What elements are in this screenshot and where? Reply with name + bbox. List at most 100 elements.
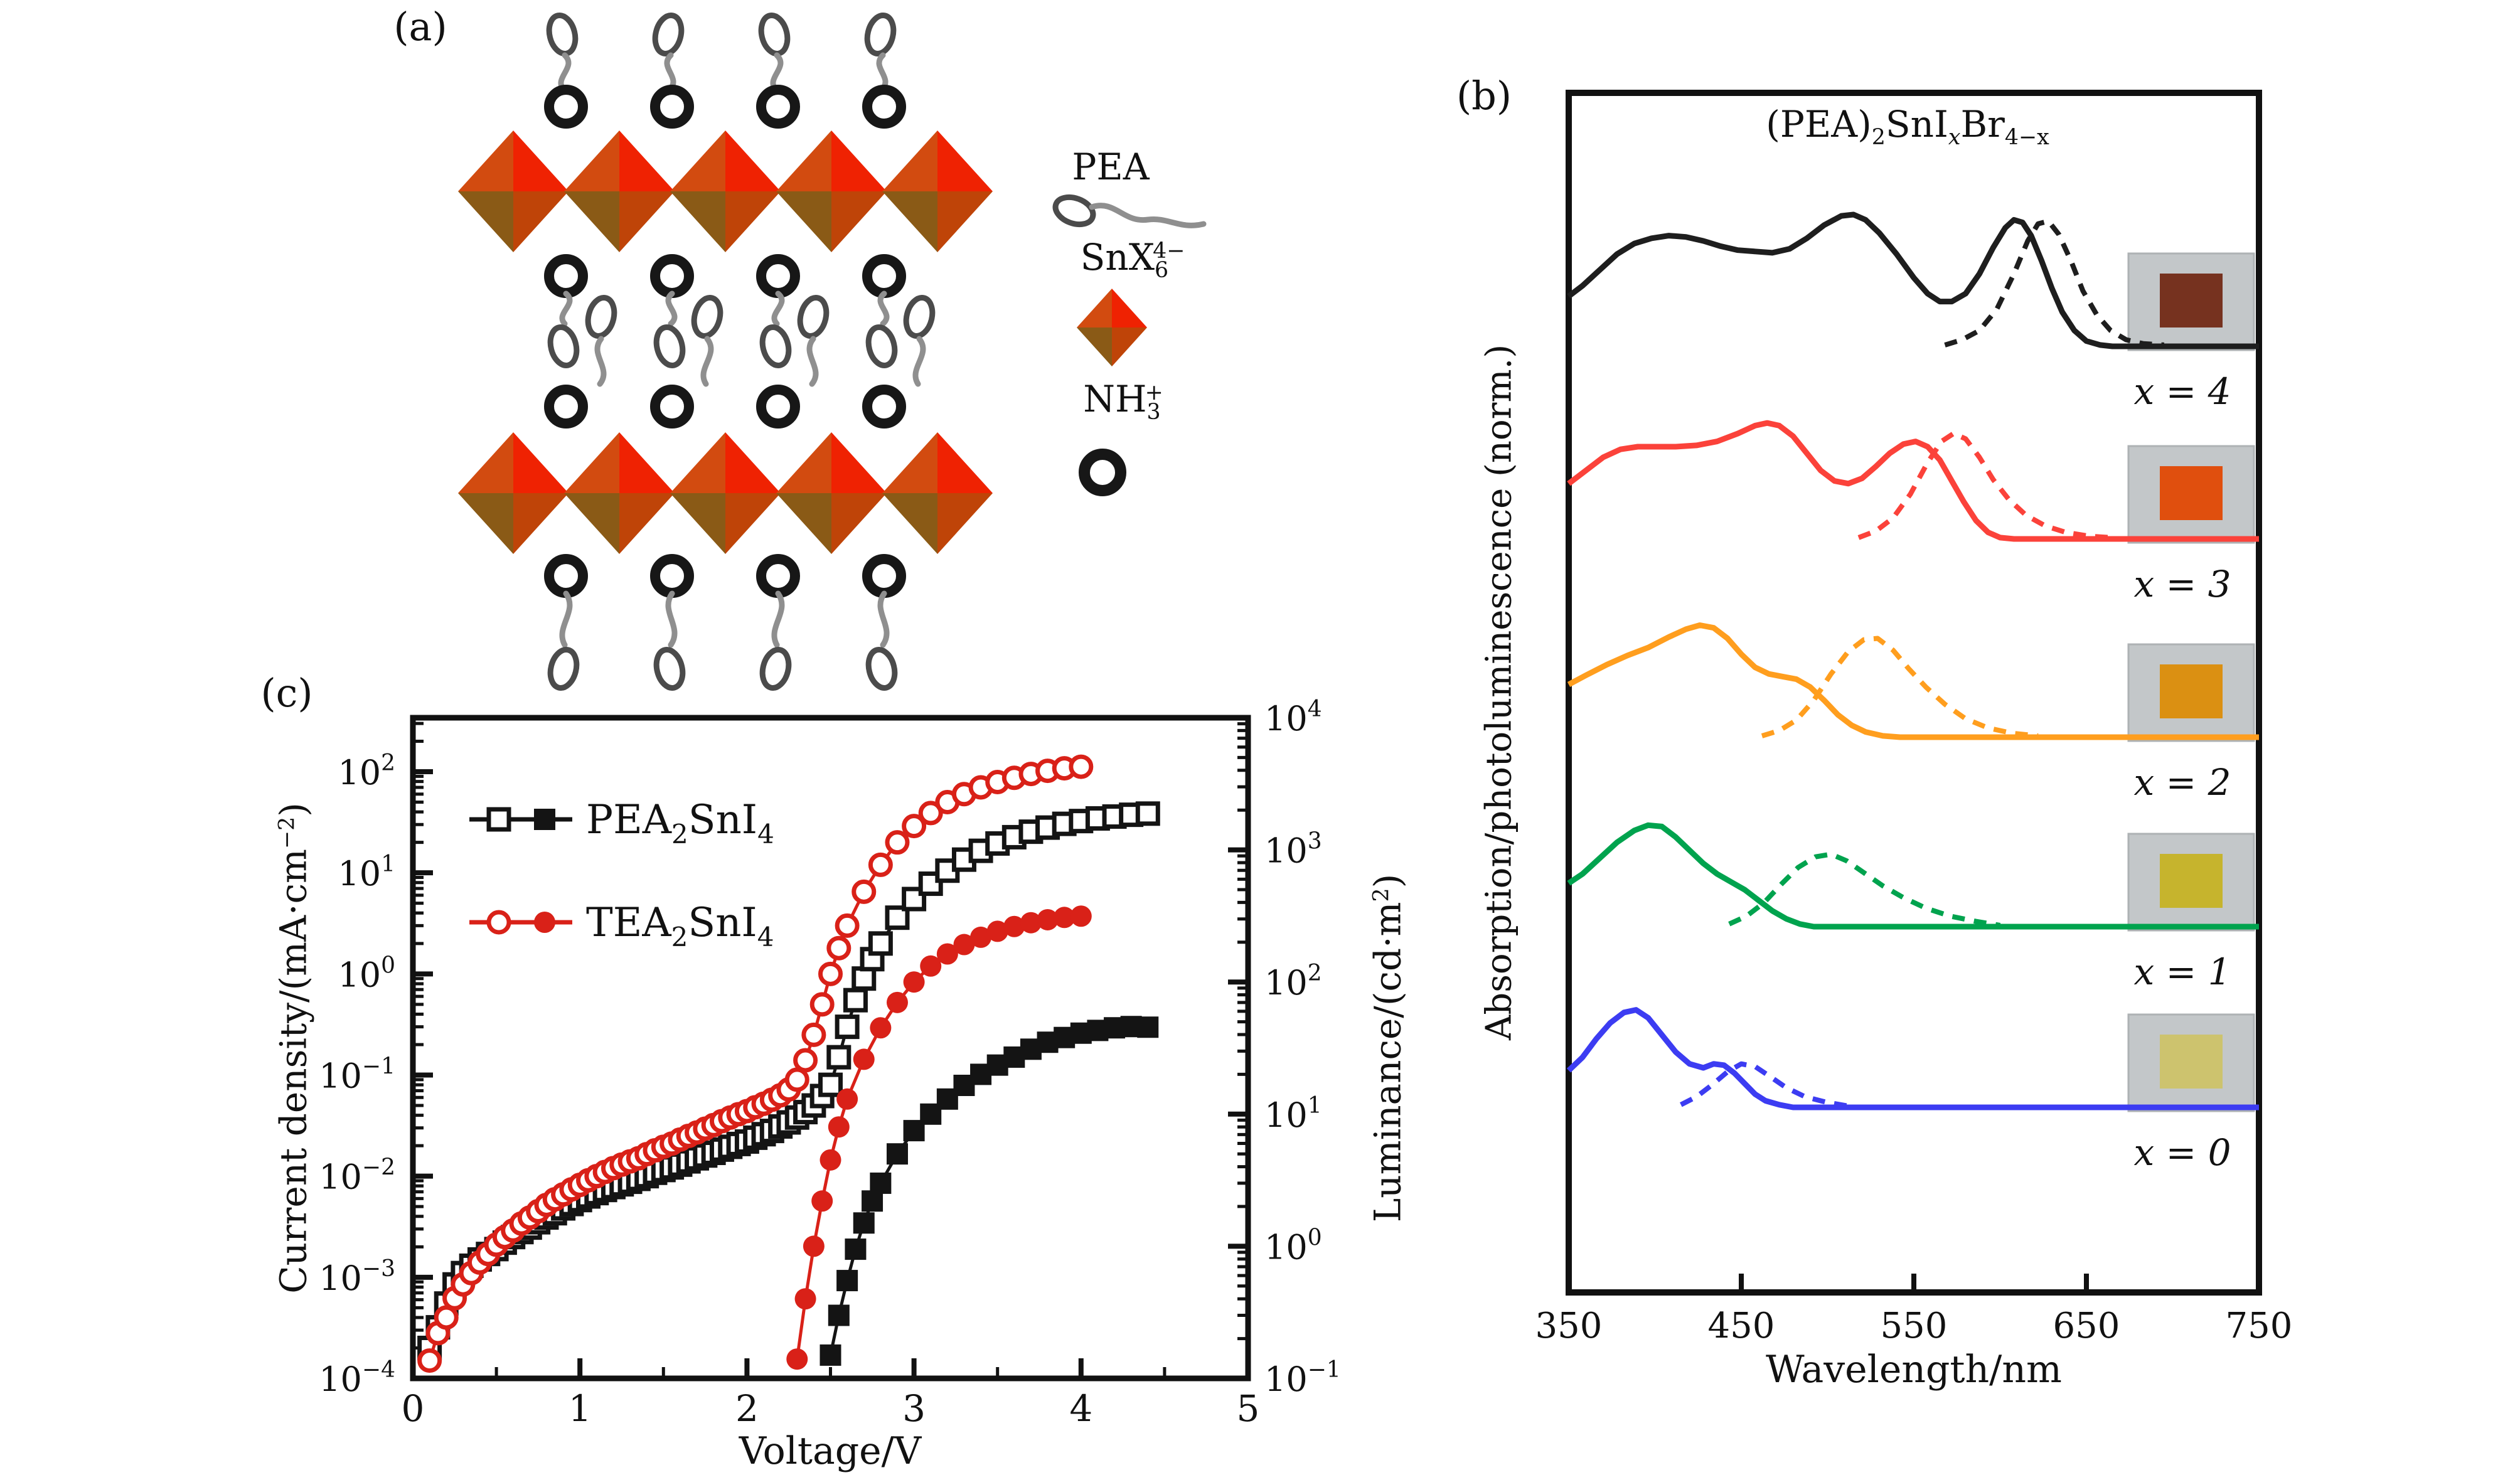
absorption-curve-x2 — [1567, 622, 2259, 740]
y-tick-label: 102 — [1264, 961, 1322, 1003]
composition-label-x1: x = 1 — [2133, 950, 2231, 993]
series-tea2sni4-current-density — [417, 754, 1094, 1373]
spectrum-x0: x = 0 — [1566, 1007, 2259, 1174]
panel-c-label: (c) — [260, 670, 313, 716]
octahedron — [776, 432, 887, 554]
x-tick-label: 0 — [402, 1387, 425, 1430]
panel-b-plot: 350 450 550 650 750 x = 4 x = 3 x = 2 x = 1 x = 0 — [1535, 90, 2293, 1346]
alkyl-chain — [664, 52, 676, 93]
x-tick-label: 650 — [2053, 1306, 2120, 1346]
y-tick-label: 10−1 — [319, 1054, 395, 1096]
x-tick-label: 750 — [2226, 1306, 2293, 1346]
alkyl-chain — [594, 336, 607, 387]
spectrum-x1: x = 1 — [1567, 822, 2259, 993]
benzene-ring-icon — [759, 324, 792, 368]
spectra-chart: 350 450 550 650 750 x = 4 x = 3 x = 2 x = 1 x = 0 — [1535, 90, 2293, 1346]
legend-item-1: TEA2SnI4 — [469, 900, 774, 952]
ammonium-ring-icon — [862, 385, 906, 429]
x-tick-label: 4 — [1069, 1387, 1092, 1430]
ammonium-ring-icon — [862, 254, 906, 298]
legend-label: TEA2SnI4 — [586, 900, 774, 952]
alkyl-chain — [559, 590, 573, 648]
composition-label-x3: x = 3 — [2133, 563, 2231, 605]
x-tick-label: 5 — [1237, 1387, 1260, 1430]
panel-b-y-axis-title: Absorption/photoluminescence (norm.) — [1478, 344, 1520, 1041]
ammonium-ring-icon — [544, 554, 588, 598]
ammonium-ring-icon — [650, 385, 694, 429]
x-tick-label: 3 — [902, 1387, 926, 1430]
alkyl-chain — [665, 590, 678, 648]
octahedron — [882, 130, 993, 252]
panel-b-label: (b) — [1456, 73, 1512, 119]
octahedron — [776, 130, 887, 252]
alkyl-chain — [700, 336, 714, 387]
y-tick-label: 103 — [1264, 829, 1322, 871]
octahedron — [564, 432, 675, 554]
composition-label-x0: x = 0 — [2133, 1131, 2231, 1174]
ammonium-ring-icon — [756, 554, 800, 598]
benzene-ring-icon — [903, 295, 936, 339]
panel-a-label: (a) — [393, 4, 447, 50]
ammonium-ring-icon — [650, 85, 694, 129]
benzene-ring-icon — [652, 13, 685, 56]
alkyl-chain — [665, 290, 678, 327]
y-tick-label: 100 — [338, 952, 395, 994]
alkyl-chain — [877, 590, 890, 648]
ammonium-ring-icon — [650, 554, 694, 598]
alkyl-chain — [806, 336, 819, 387]
spectrum-x3: x = 3 — [1567, 420, 2259, 605]
benzene-ring-icon — [759, 647, 792, 691]
ammonium-ring-icon — [650, 254, 694, 298]
sample-photo-x2 — [2127, 643, 2255, 742]
ammonium-ring-icon — [756, 385, 800, 429]
panel-b-x-axis-title: Wavelength/nm — [1766, 1348, 2062, 1392]
sample-film-x2 — [2160, 664, 2223, 718]
alkyl-chain — [559, 290, 573, 327]
sample-film-x3 — [2160, 466, 2223, 520]
x-tick-label: 450 — [1708, 1306, 1775, 1346]
legend-label: PEA2SnI4 — [586, 797, 774, 849]
y-tick-label: 100 — [1264, 1225, 1322, 1267]
jvl-chart: 0 1 2 3 4 5 102 101 100 10−1 10−2 10−3 10−4 104 103 102… — [319, 696, 1341, 1430]
panel-c-x-axis-title: Voltage/V — [739, 1429, 922, 1473]
benzene-ring-icon — [691, 295, 723, 339]
series-tea2sni4-luminance — [786, 905, 1092, 1370]
series-pea2sni4-luminance — [820, 1016, 1159, 1366]
y-tick-label: 10−3 — [319, 1256, 395, 1298]
benzene-ring-icon — [585, 295, 617, 339]
composition-label-x4: x = 4 — [2133, 370, 2231, 413]
panel-b-title: (PEA)2SnIxBr4−x — [1766, 103, 2049, 151]
x-tick-label: 1 — [569, 1387, 592, 1430]
x-tick-label: 350 — [1535, 1306, 1603, 1346]
octahedron — [458, 432, 569, 554]
legend-item-0: PEA2SnI4 — [469, 797, 774, 849]
benzene-ring-icon — [547, 324, 580, 368]
benzene-ring-icon — [864, 13, 897, 56]
octahedron — [564, 130, 675, 252]
octahedron — [458, 130, 569, 252]
ammonium-ring-icon — [862, 85, 906, 129]
legend-a-nh3-label: NH3+ — [1083, 378, 1163, 425]
alkyl-chain — [771, 590, 785, 648]
y-tick-label: 10−4 — [319, 1357, 395, 1399]
y-tick-label: 102 — [338, 750, 395, 792]
sample-film-x1 — [2160, 854, 2223, 908]
panel-c-left-axis-title: Current density/(mA·cm−2) — [272, 802, 315, 1294]
alkyl-chain — [912, 336, 926, 387]
sample-film-x4 — [2160, 274, 2223, 327]
absorption-curve-x3 — [1567, 420, 2259, 542]
benzene-ring-icon — [546, 13, 579, 56]
legend-a-snx-label: SnX64− — [1080, 236, 1185, 284]
ammonium-ring-icon — [862, 554, 906, 598]
photoluminescence-curve-x4 — [1944, 218, 2165, 348]
octahedron — [670, 130, 781, 252]
x-tick-label: 550 — [1881, 1306, 1948, 1346]
alkyl-chain — [770, 52, 784, 93]
spectrum-x4: x = 4 — [1567, 211, 2259, 413]
absorption-curve-x4 — [1567, 211, 2259, 349]
photoluminescence-curve-x2 — [1761, 636, 2039, 738]
photoluminescence-curve-x1 — [1728, 851, 2001, 928]
panel-a-legend-icons — [1052, 194, 1207, 496]
ammonium-ring-icon — [756, 254, 800, 298]
y-tick-label: 101 — [338, 851, 395, 893]
